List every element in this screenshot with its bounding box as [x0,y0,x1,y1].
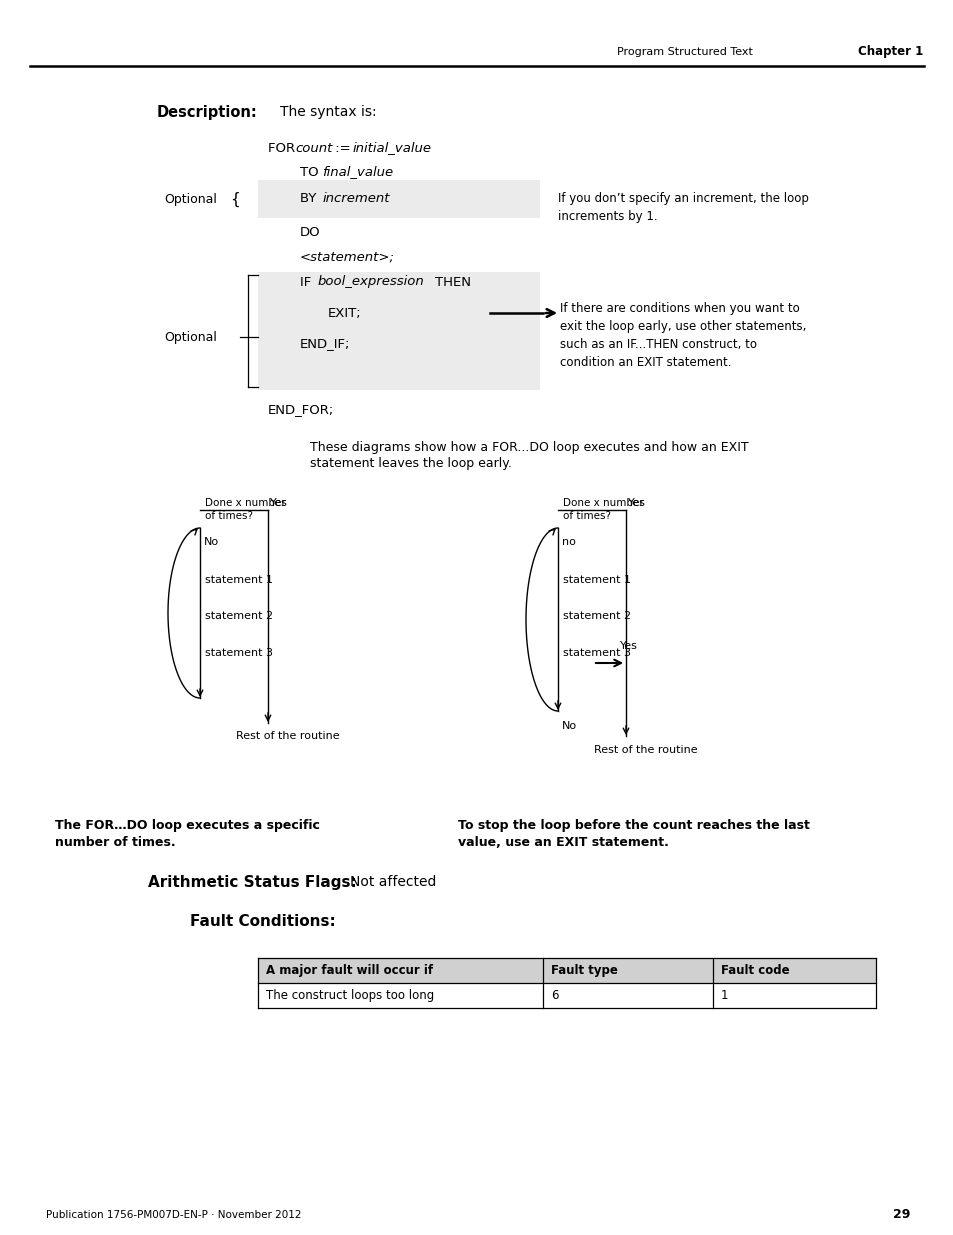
Text: Not affected: Not affected [350,876,436,889]
Text: These diagrams show how a FOR...DO loop executes and how an EXIT: These diagrams show how a FOR...DO loop … [310,441,748,453]
Text: The syntax is:: The syntax is: [280,105,376,119]
Text: increment: increment [323,193,390,205]
Text: IF: IF [299,275,315,289]
Text: statement 1: statement 1 [205,576,273,585]
Text: 29: 29 [892,1209,909,1221]
Text: Fault type: Fault type [551,965,618,977]
Text: Fault Conditions:: Fault Conditions: [190,914,335,930]
Text: Program Structured Text: Program Structured Text [617,47,752,57]
Text: Done x number: Done x number [205,498,286,508]
Text: no: no [561,537,576,547]
Text: BY: BY [299,193,320,205]
Bar [257,958,875,983]
Text: statement leaves the loop early.: statement leaves the loop early. [310,457,512,469]
Text: Fault code: Fault code [720,965,789,977]
Text: Description:: Description: [157,105,257,120]
Text: 1: 1 [720,989,728,1002]
Text: Publication 1756-PM007D-EN-P · November 2012: Publication 1756-PM007D-EN-P · November … [46,1210,301,1220]
Text: DO: DO [299,226,320,240]
Text: 6: 6 [551,989,558,1002]
Text: statement 3: statement 3 [562,648,630,658]
Text: THEN: THEN [435,275,471,289]
Text: The FOR…DO loop executes a specific: The FOR…DO loop executes a specific [55,820,319,832]
Text: Optional: Optional [164,193,216,205]
Text: of times?: of times? [562,511,610,521]
Text: statement 1: statement 1 [562,576,630,585]
Text: No: No [204,537,219,547]
Text: Yes: Yes [619,641,638,651]
Text: If you don’t specify an increment, the loop
increments by 1.: If you don’t specify an increment, the l… [558,191,808,224]
Text: If there are conditions when you want to
exit the loop early, use other statemen: If there are conditions when you want to… [559,303,805,369]
Text: END_IF;: END_IF; [299,337,350,351]
Text: :=: := [331,142,355,154]
Text: number of times.: number of times. [55,836,175,848]
Bar [257,180,539,219]
Text: count: count [294,142,332,154]
Text: EXIT;: EXIT; [328,306,361,320]
Text: Rest of the routine: Rest of the routine [594,745,697,755]
Text: To stop the loop before the count reaches the last: To stop the loop before the count reache… [457,820,809,832]
Text: statement 2: statement 2 [205,611,273,621]
Text: END_FOR;: END_FOR; [268,404,334,416]
Text: statement 2: statement 2 [562,611,631,621]
Text: bool_expression: bool_expression [317,275,424,289]
Text: Yes: Yes [627,498,645,508]
Text: of times?: of times? [205,511,253,521]
Text: Rest of the routine: Rest of the routine [235,731,339,741]
Text: No: No [561,721,577,731]
Text: final_value: final_value [322,165,393,179]
Text: Yes: Yes [270,498,288,508]
Text: value, use an EXIT statement.: value, use an EXIT statement. [457,836,668,848]
Text: A major fault will occur if: A major fault will occur if [266,965,433,977]
Text: Done x number: Done x number [562,498,643,508]
Text: initial_value: initial_value [353,142,432,154]
Text: Chapter 1: Chapter 1 [857,46,923,58]
Text: statement 3: statement 3 [205,648,273,658]
Text: <statement>;: <statement>; [299,251,395,263]
Text: TO: TO [299,165,322,179]
Text: {: { [230,191,239,206]
Text: Arithmetic Status Flags:: Arithmetic Status Flags: [148,874,356,889]
Text: FOR: FOR [268,142,299,154]
Text: Optional: Optional [164,331,216,343]
Bar [257,272,539,390]
Text: The construct loops too long: The construct loops too long [266,989,434,1002]
